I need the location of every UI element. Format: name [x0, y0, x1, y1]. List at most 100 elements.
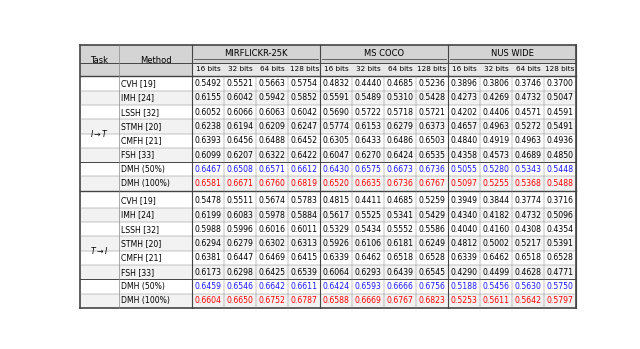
Text: 0.6508: 0.6508 [227, 165, 254, 174]
Text: CMFH [21]: CMFH [21] [121, 136, 162, 145]
Text: 0.6673: 0.6673 [387, 165, 413, 174]
Text: 0.6199: 0.6199 [195, 210, 222, 220]
Bar [80, 76, 576, 91]
Text: 0.6439: 0.6439 [387, 268, 413, 277]
Text: 0.6486: 0.6486 [387, 136, 413, 145]
Text: CVH [19]: CVH [19] [121, 79, 156, 88]
Text: LSSH [32]: LSSH [32] [121, 107, 159, 117]
Text: 0.6823: 0.6823 [419, 296, 445, 305]
Text: 0.6528: 0.6528 [419, 253, 445, 262]
Text: FSH [33]: FSH [33] [121, 150, 154, 159]
Text: 0.6425: 0.6425 [259, 268, 286, 277]
Text: 0.5783: 0.5783 [291, 196, 317, 205]
Text: 64 bits: 64 bits [516, 66, 540, 73]
Text: 0.5642: 0.5642 [515, 296, 541, 305]
Bar [80, 45, 119, 76]
Text: CMFH [21]: CMFH [21] [121, 253, 162, 262]
Text: 0.5478: 0.5478 [195, 196, 222, 205]
Text: 0.6756: 0.6756 [419, 282, 445, 291]
Text: 0.5488: 0.5488 [547, 179, 573, 188]
Text: 0.6671: 0.6671 [227, 179, 254, 188]
Text: 0.6447: 0.6447 [227, 253, 254, 262]
Text: 0.6520: 0.6520 [323, 179, 349, 188]
Text: 0.5552: 0.5552 [387, 225, 413, 234]
Text: 0.5343: 0.5343 [515, 165, 541, 174]
Text: 0.4591: 0.4591 [547, 107, 573, 117]
Text: 32 bits: 32 bits [356, 66, 381, 73]
Text: 0.6539: 0.6539 [291, 268, 317, 277]
Bar [80, 279, 576, 294]
Text: 0.6415: 0.6415 [291, 253, 318, 262]
Text: IMH [24]: IMH [24] [121, 210, 154, 220]
Text: 0.6459: 0.6459 [195, 282, 222, 291]
Text: DMH (50%): DMH (50%) [121, 165, 165, 174]
Text: 0.5253: 0.5253 [451, 296, 477, 305]
Text: 0.5429: 0.5429 [419, 210, 445, 220]
Text: 0.5255: 0.5255 [483, 179, 509, 188]
Text: 0.5722: 0.5722 [355, 107, 381, 117]
Text: 0.5511: 0.5511 [227, 196, 254, 205]
Text: 0.5630: 0.5630 [515, 282, 541, 291]
Text: 0.4340: 0.4340 [451, 210, 477, 220]
Text: 0.5391: 0.5391 [547, 239, 573, 248]
Text: 0.5217: 0.5217 [515, 239, 541, 248]
Text: 0.6424: 0.6424 [387, 150, 413, 159]
Text: 0.5456: 0.5456 [483, 282, 509, 291]
Bar [193, 62, 576, 76]
Text: 0.6373: 0.6373 [419, 122, 445, 131]
Text: 0.3774: 0.3774 [515, 196, 541, 205]
Text: 0.4812: 0.4812 [451, 239, 477, 248]
Text: 0.6238: 0.6238 [195, 122, 222, 131]
Text: 0.4573: 0.4573 [483, 150, 509, 159]
Text: 0.4657: 0.4657 [451, 122, 477, 131]
Text: 0.6650: 0.6650 [227, 296, 254, 305]
Text: 0.5310: 0.5310 [387, 93, 413, 102]
Text: 0.6042: 0.6042 [291, 107, 318, 117]
Text: 0.6083: 0.6083 [227, 210, 254, 220]
Text: 0.6424: 0.6424 [323, 282, 350, 291]
Text: 0.6669: 0.6669 [355, 296, 381, 305]
Text: 0.6294: 0.6294 [195, 239, 222, 248]
Text: 0.6666: 0.6666 [387, 282, 413, 291]
Text: 32 bits: 32 bits [228, 66, 253, 73]
Bar [80, 208, 576, 222]
Text: 0.5272: 0.5272 [515, 122, 541, 131]
Text: 0.5797: 0.5797 [547, 296, 573, 305]
Text: 0.6760: 0.6760 [259, 179, 285, 188]
Text: 0.5988: 0.5988 [195, 225, 222, 234]
Text: 0.6194: 0.6194 [227, 122, 254, 131]
Text: 0.5236: 0.5236 [419, 79, 445, 88]
Text: LSSH [32]: LSSH [32] [121, 225, 159, 234]
Text: 0.5002: 0.5002 [483, 239, 509, 248]
Text: DMH (50%): DMH (50%) [121, 282, 165, 291]
Text: 0.4689: 0.4689 [515, 150, 541, 159]
Bar [80, 91, 576, 105]
Text: 0.6063: 0.6063 [259, 107, 285, 117]
Text: 0.5690: 0.5690 [323, 107, 349, 117]
Text: 0.6528: 0.6528 [547, 253, 573, 262]
Text: 0.6042: 0.6042 [227, 93, 254, 102]
Text: 0.6302: 0.6302 [259, 239, 285, 248]
Text: 0.3806: 0.3806 [483, 79, 509, 88]
Text: 0.6011: 0.6011 [291, 225, 318, 234]
Text: 0.5097: 0.5097 [451, 179, 477, 188]
Text: 0.4499: 0.4499 [483, 268, 509, 277]
Text: 64 bits: 64 bits [260, 66, 285, 73]
Bar [80, 177, 576, 191]
Text: 0.4040: 0.4040 [451, 225, 477, 234]
Text: 0.6313: 0.6313 [291, 239, 318, 248]
Text: 0.6433: 0.6433 [355, 136, 381, 145]
Text: 0.6249: 0.6249 [419, 239, 445, 248]
Bar [80, 148, 576, 162]
Text: 0.6462: 0.6462 [355, 253, 381, 262]
Text: 0.4160: 0.4160 [483, 225, 509, 234]
Text: Method: Method [140, 56, 172, 65]
Text: 0.5188: 0.5188 [451, 282, 477, 291]
Text: 0.6339: 0.6339 [323, 253, 349, 262]
Bar [193, 45, 576, 62]
Text: 0.6153: 0.6153 [355, 122, 381, 131]
Text: 0.6173: 0.6173 [195, 268, 222, 277]
Text: 0.4571: 0.4571 [515, 107, 541, 117]
Bar [80, 294, 576, 308]
Text: 128 bits: 128 bits [289, 66, 319, 73]
